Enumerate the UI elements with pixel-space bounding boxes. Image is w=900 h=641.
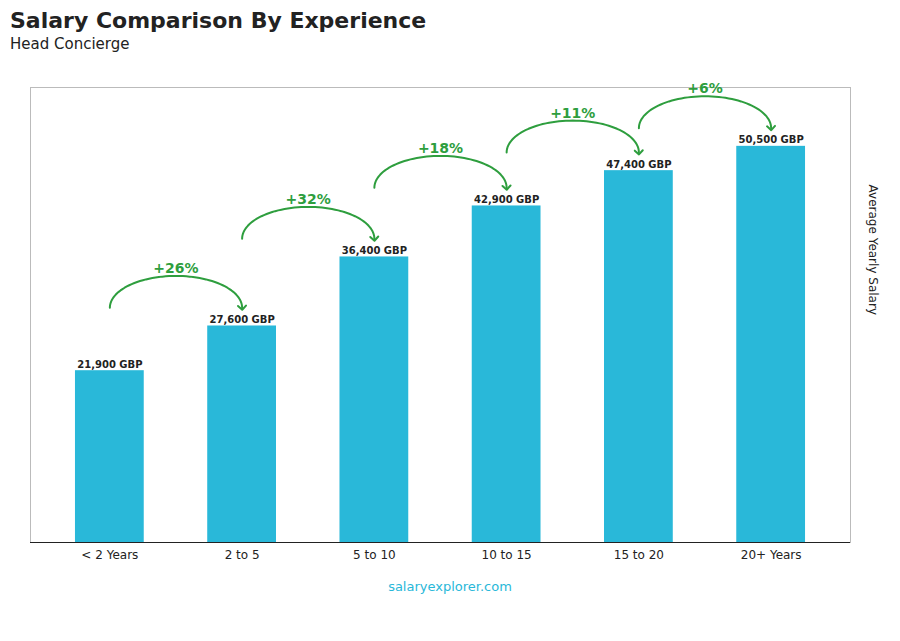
svg-text:42,900 GBP: 42,900 GBP [474,194,539,205]
svg-text:21,900 GBP: 21,900 GBP [77,359,142,370]
svg-text:< 2 Years: < 2 Years [81,548,138,562]
svg-text:+32%: +32% [286,191,331,207]
svg-text:2 to 5: 2 to 5 [225,548,260,562]
svg-text:+18%: +18% [418,140,463,156]
svg-text:+11%: +11% [550,105,595,121]
svg-text:Average Yearly Salary: Average Yearly Salary [866,185,880,315]
svg-text:+26%: +26% [153,260,198,276]
svg-text:50,500 GBP: 50,500 GBP [739,134,804,145]
svg-text:27,600 GBP: 27,600 GBP [209,314,274,325]
svg-text:+6%: +6% [687,80,723,96]
svg-text:20+ Years: 20+ Years [741,548,802,562]
html-text:Salary Comparison By Experienc: Salary Comparison By Experience [10,8,427,33]
svg-text:36,400 GBP: 36,400 GBP [342,245,407,256]
html-text:salaryexplorer.com: salaryexplorer.com [388,579,512,594]
svg-text:5 to 10: 5 to 10 [353,548,396,562]
svg-text:47,400 GBP: 47,400 GBP [606,159,671,170]
svg-text:10 to 15: 10 to 15 [482,548,532,562]
html-text:Head Concierge: Head Concierge [10,35,130,53]
svg-text:15 to 20: 15 to 20 [614,548,664,562]
